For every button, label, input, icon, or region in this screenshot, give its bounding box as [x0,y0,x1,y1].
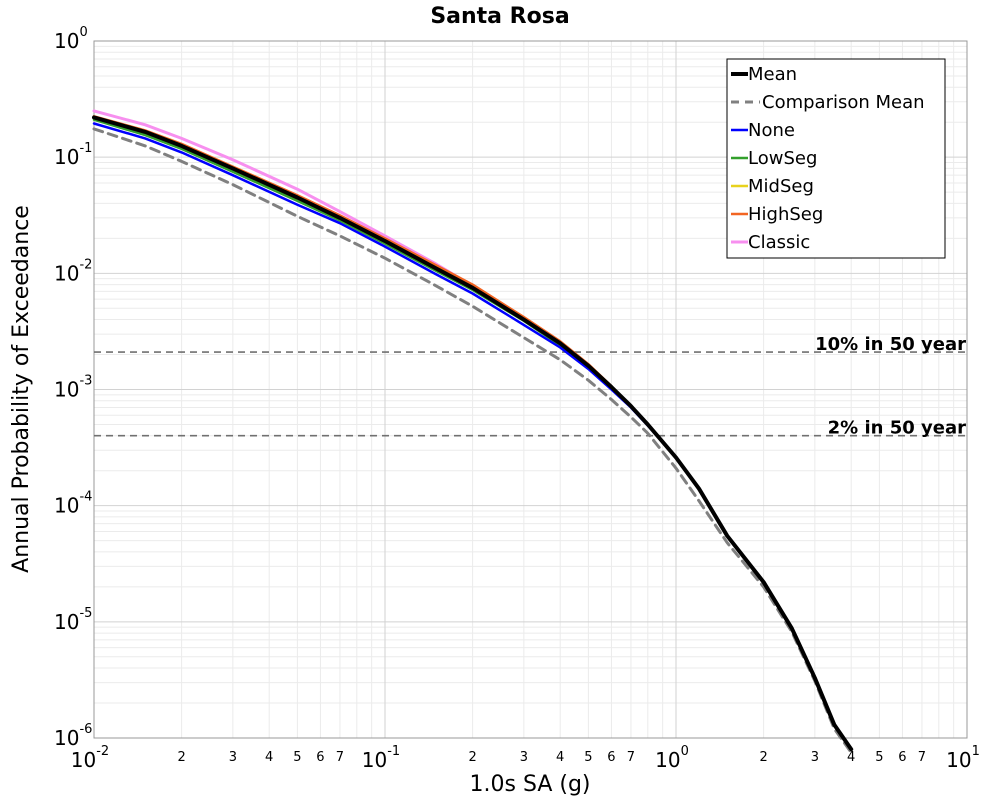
x-minor-tick-label: 6 [316,750,324,765]
legend-entry-label: HighSeg [748,204,823,225]
y-tick-label: 10-5 [54,606,92,634]
y-tick-label: 10-3 [54,374,92,402]
x-minor-tick-label: 5 [293,750,301,765]
y-tick-label: 100 [54,25,88,53]
series-line-comparison-mean [92,127,853,754]
legend-entry-label: Classic [748,232,810,253]
y-tick-label: 10-6 [54,722,92,750]
x-tick-label: 10-1 [362,744,400,772]
legend: Mean Comparison Mean None LowSeg MidSeg HighS… [726,58,946,259]
series-line-mean [92,115,854,752]
reference-lines: 10% in 50 year 2% in 50 year [94,334,967,439]
x-minor-tick-label: 2 [468,750,476,765]
x-minor-tick-label: 7 [918,750,926,765]
x-minor-tick-label: 6 [898,750,906,765]
series-layer [92,109,854,754]
legend-entry-label: Mean [748,64,797,85]
x-axis-label: 1.0s SA (g) [470,772,591,797]
x-tick-label: 10-2 [71,744,109,772]
y-tick-label: 10-2 [54,257,92,285]
x-minor-tick-label: 5 [875,750,883,765]
legend-entry-label: LowSeg [748,148,817,169]
legend-entry-label: Comparison Mean [762,92,925,113]
legend-entry-label: MidSeg [748,176,814,197]
x-minor-tick-label: 6 [607,750,615,765]
x-tick-label: 100 [655,744,689,772]
series-line-lowseg [92,118,613,389]
y-tick-label: 10-1 [54,141,92,169]
reference-line-label: 2% in 50 year [828,418,966,439]
x-tick-label: 101 [946,744,980,772]
x-minor-tick-label: 4 [556,750,564,765]
x-minor-tick-label: 5 [584,750,592,765]
plot-area-frame [93,40,968,739]
x-minor-tick-label: 2 [759,750,767,765]
x-minor-tick-label: 3 [520,750,528,765]
legend-box [726,58,946,259]
y-axis-ticks: 100 10-1 10-2 10-3 10-4 10-5 10-6 [54,25,92,750]
x-minor-tick-label: 3 [811,750,819,765]
x-minor-tick-label: 2 [177,750,185,765]
y-axis-label: Annual Probability of Exceedance [9,205,34,573]
legend-entry-label: None [748,120,795,141]
x-minor-tick-label: 7 [336,750,344,765]
chart-title: Santa Rosa [430,4,569,29]
x-minor-tick-label: 7 [627,750,635,765]
x-minor-tick-label: 4 [847,750,855,765]
reference-line-label: 10% in 50 year [815,334,966,355]
x-minor-tick-label: 4 [265,750,273,765]
y-tick-label: 10-4 [54,490,92,518]
x-minor-tick-label: 3 [229,750,237,765]
